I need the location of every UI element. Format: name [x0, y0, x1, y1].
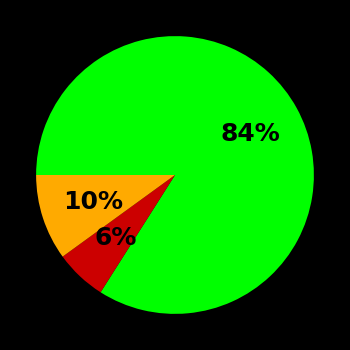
Text: 6%: 6%	[95, 226, 137, 250]
Wedge shape	[36, 36, 314, 314]
Wedge shape	[36, 175, 175, 257]
Text: 10%: 10%	[63, 190, 123, 214]
Text: 84%: 84%	[220, 121, 280, 146]
Wedge shape	[63, 175, 175, 292]
